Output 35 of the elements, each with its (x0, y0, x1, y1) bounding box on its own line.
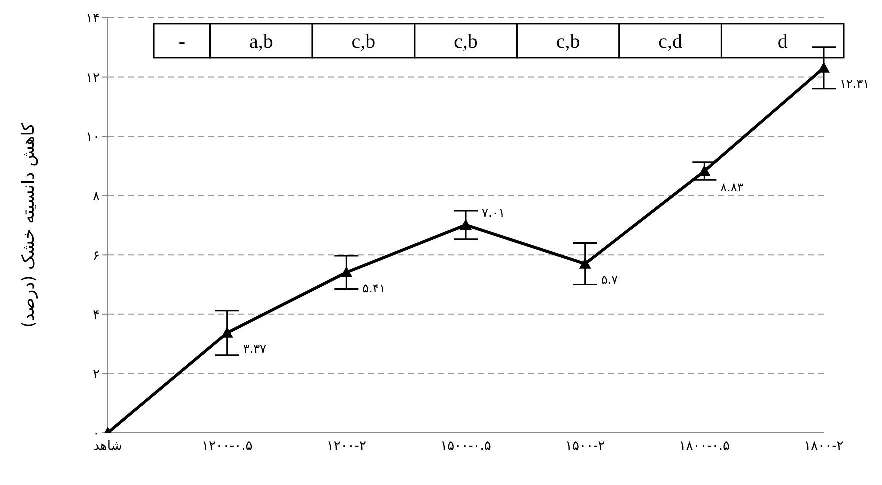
annotation: c,b (352, 30, 376, 53)
x-tick-label: ۱۸۰۰-۰.۵ (679, 439, 730, 454)
x-tick-label: ۱۵۰۰-۰.۵ (440, 439, 492, 454)
point (340, 266, 353, 278)
point (460, 219, 472, 230)
annotation: c,d (658, 30, 683, 53)
y-axis-title: کاهش دانسیته خشک (درصد) (19, 122, 40, 328)
y-tick-label: ۶ (93, 248, 100, 264)
data-label: ۵.۷ (601, 273, 619, 288)
point (221, 327, 234, 338)
x-tick-label: ۱۸۰۰-۲ (804, 439, 844, 454)
y-tick-label: ۸ (93, 189, 100, 204)
annotation: - (178, 30, 186, 53)
y-tick-label: ۴ (93, 308, 100, 324)
annotation: d (778, 30, 788, 53)
x-tick-label: شاهد (94, 439, 122, 454)
data-label: ۷.۰۱ (482, 206, 506, 220)
point (698, 165, 711, 176)
data-label: ۱۲.۳۱ (840, 77, 870, 92)
x-tick-label: ۱۲۰۰-۲ (326, 439, 366, 454)
y-tick-label: ۱۲ (86, 70, 100, 86)
x-tick-label: ۱۵۰۰-۲ (566, 439, 606, 454)
y-tick-label: ۱۰ (86, 130, 100, 146)
annotation: c,b (454, 30, 478, 53)
y-tick-label: ۰ (93, 426, 100, 442)
point (818, 62, 830, 73)
point (579, 258, 592, 269)
annotation: c,b (556, 30, 580, 53)
x-tick-label: ۱۲۰۰-۰.۵ (202, 439, 253, 454)
y-tick-label: ۲ (93, 367, 100, 382)
data-label: ۵.۴۱ (362, 282, 386, 296)
data-label: ۳.۳۷ (243, 342, 268, 356)
data-label: ۸.۸۳ (720, 180, 744, 194)
y-tick-label: ۱۴ (86, 12, 100, 27)
annotation: a,b (249, 30, 274, 53)
